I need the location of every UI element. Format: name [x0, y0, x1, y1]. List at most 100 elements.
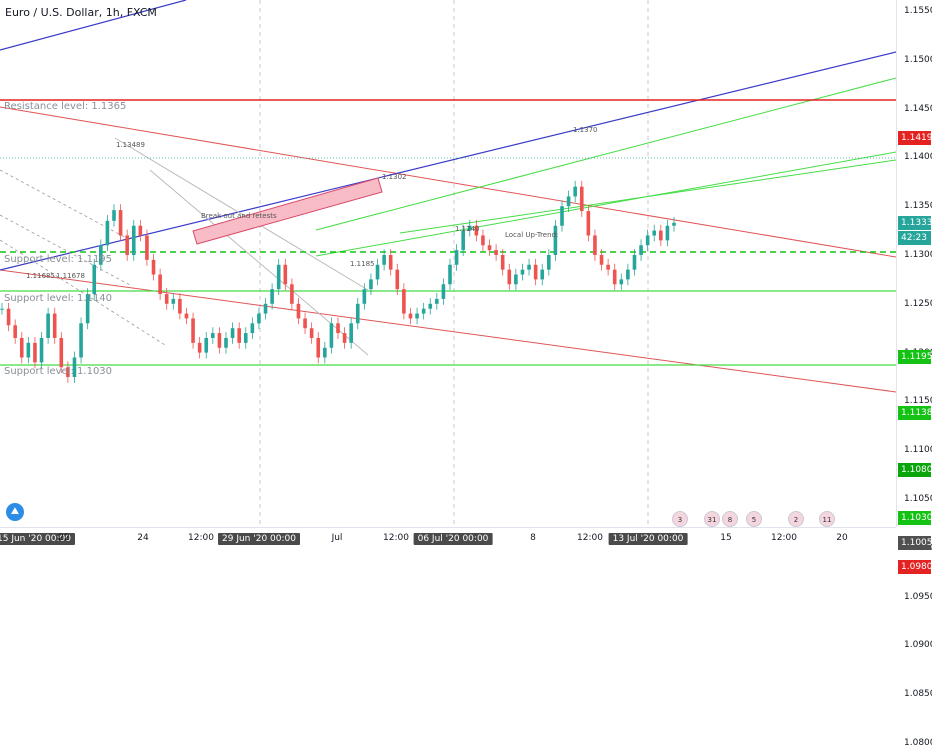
descending-channel-upper[interactable] [0, 106, 896, 258]
price-tick-label: 1.09000 [904, 640, 932, 651]
grey-dashed-3[interactable] [0, 239, 166, 346]
economic-event-flag-icon[interactable]: 8 [722, 511, 738, 527]
support-level-1140-label: Support level: 1.1140 [4, 293, 113, 304]
economic-event-flag-icon[interactable]: 3 [672, 511, 688, 527]
blue-trendline-top[interactable] [0, 0, 187, 51]
candle-body [171, 298, 176, 304]
candle-body [659, 230, 663, 241]
price-tick-label: 1.14000 [904, 152, 932, 163]
grey-dashed-2[interactable] [0, 214, 131, 286]
candle-body [395, 269, 400, 290]
candle-body [474, 225, 479, 236]
annotation-low-4: 1.1240 [455, 225, 480, 233]
economic-event-flag-icon[interactable]: 31 [704, 511, 720, 527]
time-label-1200-c: 12:00 [577, 533, 603, 543]
price-tick-label: 1.15500 [904, 6, 932, 16]
price-tick-label: 1.08000 [904, 738, 932, 748]
candle-body [454, 250, 459, 265]
green-channel-upper[interactable] [315, 77, 896, 231]
candle-body [448, 264, 452, 285]
price-tick-label: 1.13000 [904, 250, 932, 260]
candle-body [467, 225, 472, 231]
candle-body [197, 342, 202, 353]
candle-body [99, 245, 103, 265]
candle-body [66, 367, 70, 377]
descending-channel-lower[interactable] [0, 269, 896, 393]
green-uptrend-line-2[interactable] [399, 159, 896, 234]
price-tick-label: 1.11000 [904, 445, 932, 456]
candle-body [145, 235, 149, 260]
candlestick-series [0, 180, 676, 383]
candle-body [652, 230, 657, 236]
candle-body [540, 269, 545, 280]
candle-body [158, 274, 162, 295]
candle-body [375, 264, 380, 280]
annotation-low-3: 1.1185 [350, 260, 375, 268]
candle-body [566, 196, 571, 207]
candle-body [112, 210, 116, 221]
candle-body [309, 328, 314, 338]
green-uptrend-line-1[interactable] [315, 151, 896, 257]
candle-body [408, 313, 413, 319]
candle-body [72, 357, 77, 377]
candle-body [355, 303, 360, 324]
time-label-15-jun: 15 Jun '20 00:00 [0, 533, 75, 545]
candle-body [599, 255, 604, 265]
candle-body [388, 255, 393, 270]
candle-body [579, 186, 584, 212]
price-tick-label: 1.13500 [904, 201, 932, 212]
candle-body [13, 325, 17, 338]
price-tick-label: 1.10500 [904, 494, 932, 504]
candle-body [632, 255, 637, 270]
price-tag: 1.10050 [898, 535, 932, 550]
price-chart-canvas[interactable] [0, 0, 896, 527]
price-tick-label: 1.09500 [904, 591, 932, 602]
price-tag: 1.11384 [898, 405, 932, 420]
price-tick-label: 1.14500 [904, 103, 932, 114]
time-label-jul: Jul [331, 533, 343, 543]
candle-body [428, 303, 433, 309]
breakout-band[interactable] [192, 177, 383, 245]
economic-event-flag-icon[interactable]: 5 [746, 511, 762, 527]
candle-body [342, 333, 347, 343]
price-axis[interactable] [896, 0, 932, 527]
candle-body [79, 323, 83, 358]
candle-body [296, 303, 301, 319]
candle-body [547, 255, 551, 270]
price-tag: 1.13331 [898, 215, 932, 230]
candle-body [593, 235, 597, 255]
candle-body [125, 235, 129, 255]
candle-body [26, 342, 31, 358]
candle-body [184, 313, 189, 319]
price-tick-label: 1.15000 [904, 54, 932, 65]
annotation-high-1: 1.13489 [116, 141, 145, 149]
candle-body [270, 289, 274, 304]
price-tag: 1.10800 [898, 462, 932, 477]
candle-body [494, 250, 498, 255]
candle-body [336, 323, 340, 334]
candle-body [415, 313, 419, 319]
annotation-low-1: 1.11685 [26, 272, 55, 280]
grey-diagonal-1[interactable] [114, 137, 369, 291]
grey-dashed-1[interactable] [0, 169, 131, 241]
annotation-low-2: 1.11678 [56, 272, 85, 280]
candle-body [560, 206, 564, 226]
time-label-20: 20 [836, 533, 848, 543]
candle-body [204, 337, 209, 353]
candle-body [362, 289, 367, 304]
time-label-24: 24 [137, 533, 149, 543]
candle-body [178, 298, 182, 314]
tradingview-logo-icon[interactable]: ⛰ [6, 503, 24, 521]
support-level-1195-label: Support level: 1.1195 [4, 254, 113, 265]
candle-body [276, 264, 281, 290]
candle-body [46, 313, 50, 338]
candle-body [441, 284, 446, 299]
candle-body [224, 337, 228, 348]
time-label-29-jun: 29 Jun '20 00:00 [218, 533, 300, 545]
candle-body [92, 264, 97, 295]
economic-event-flag-icon[interactable]: 2 [788, 511, 804, 527]
economic-event-flag-icon[interactable]: 11 [819, 511, 835, 527]
candle-body [481, 235, 485, 246]
candle-body [237, 328, 241, 343]
blue-trendline-main[interactable] [0, 51, 896, 271]
